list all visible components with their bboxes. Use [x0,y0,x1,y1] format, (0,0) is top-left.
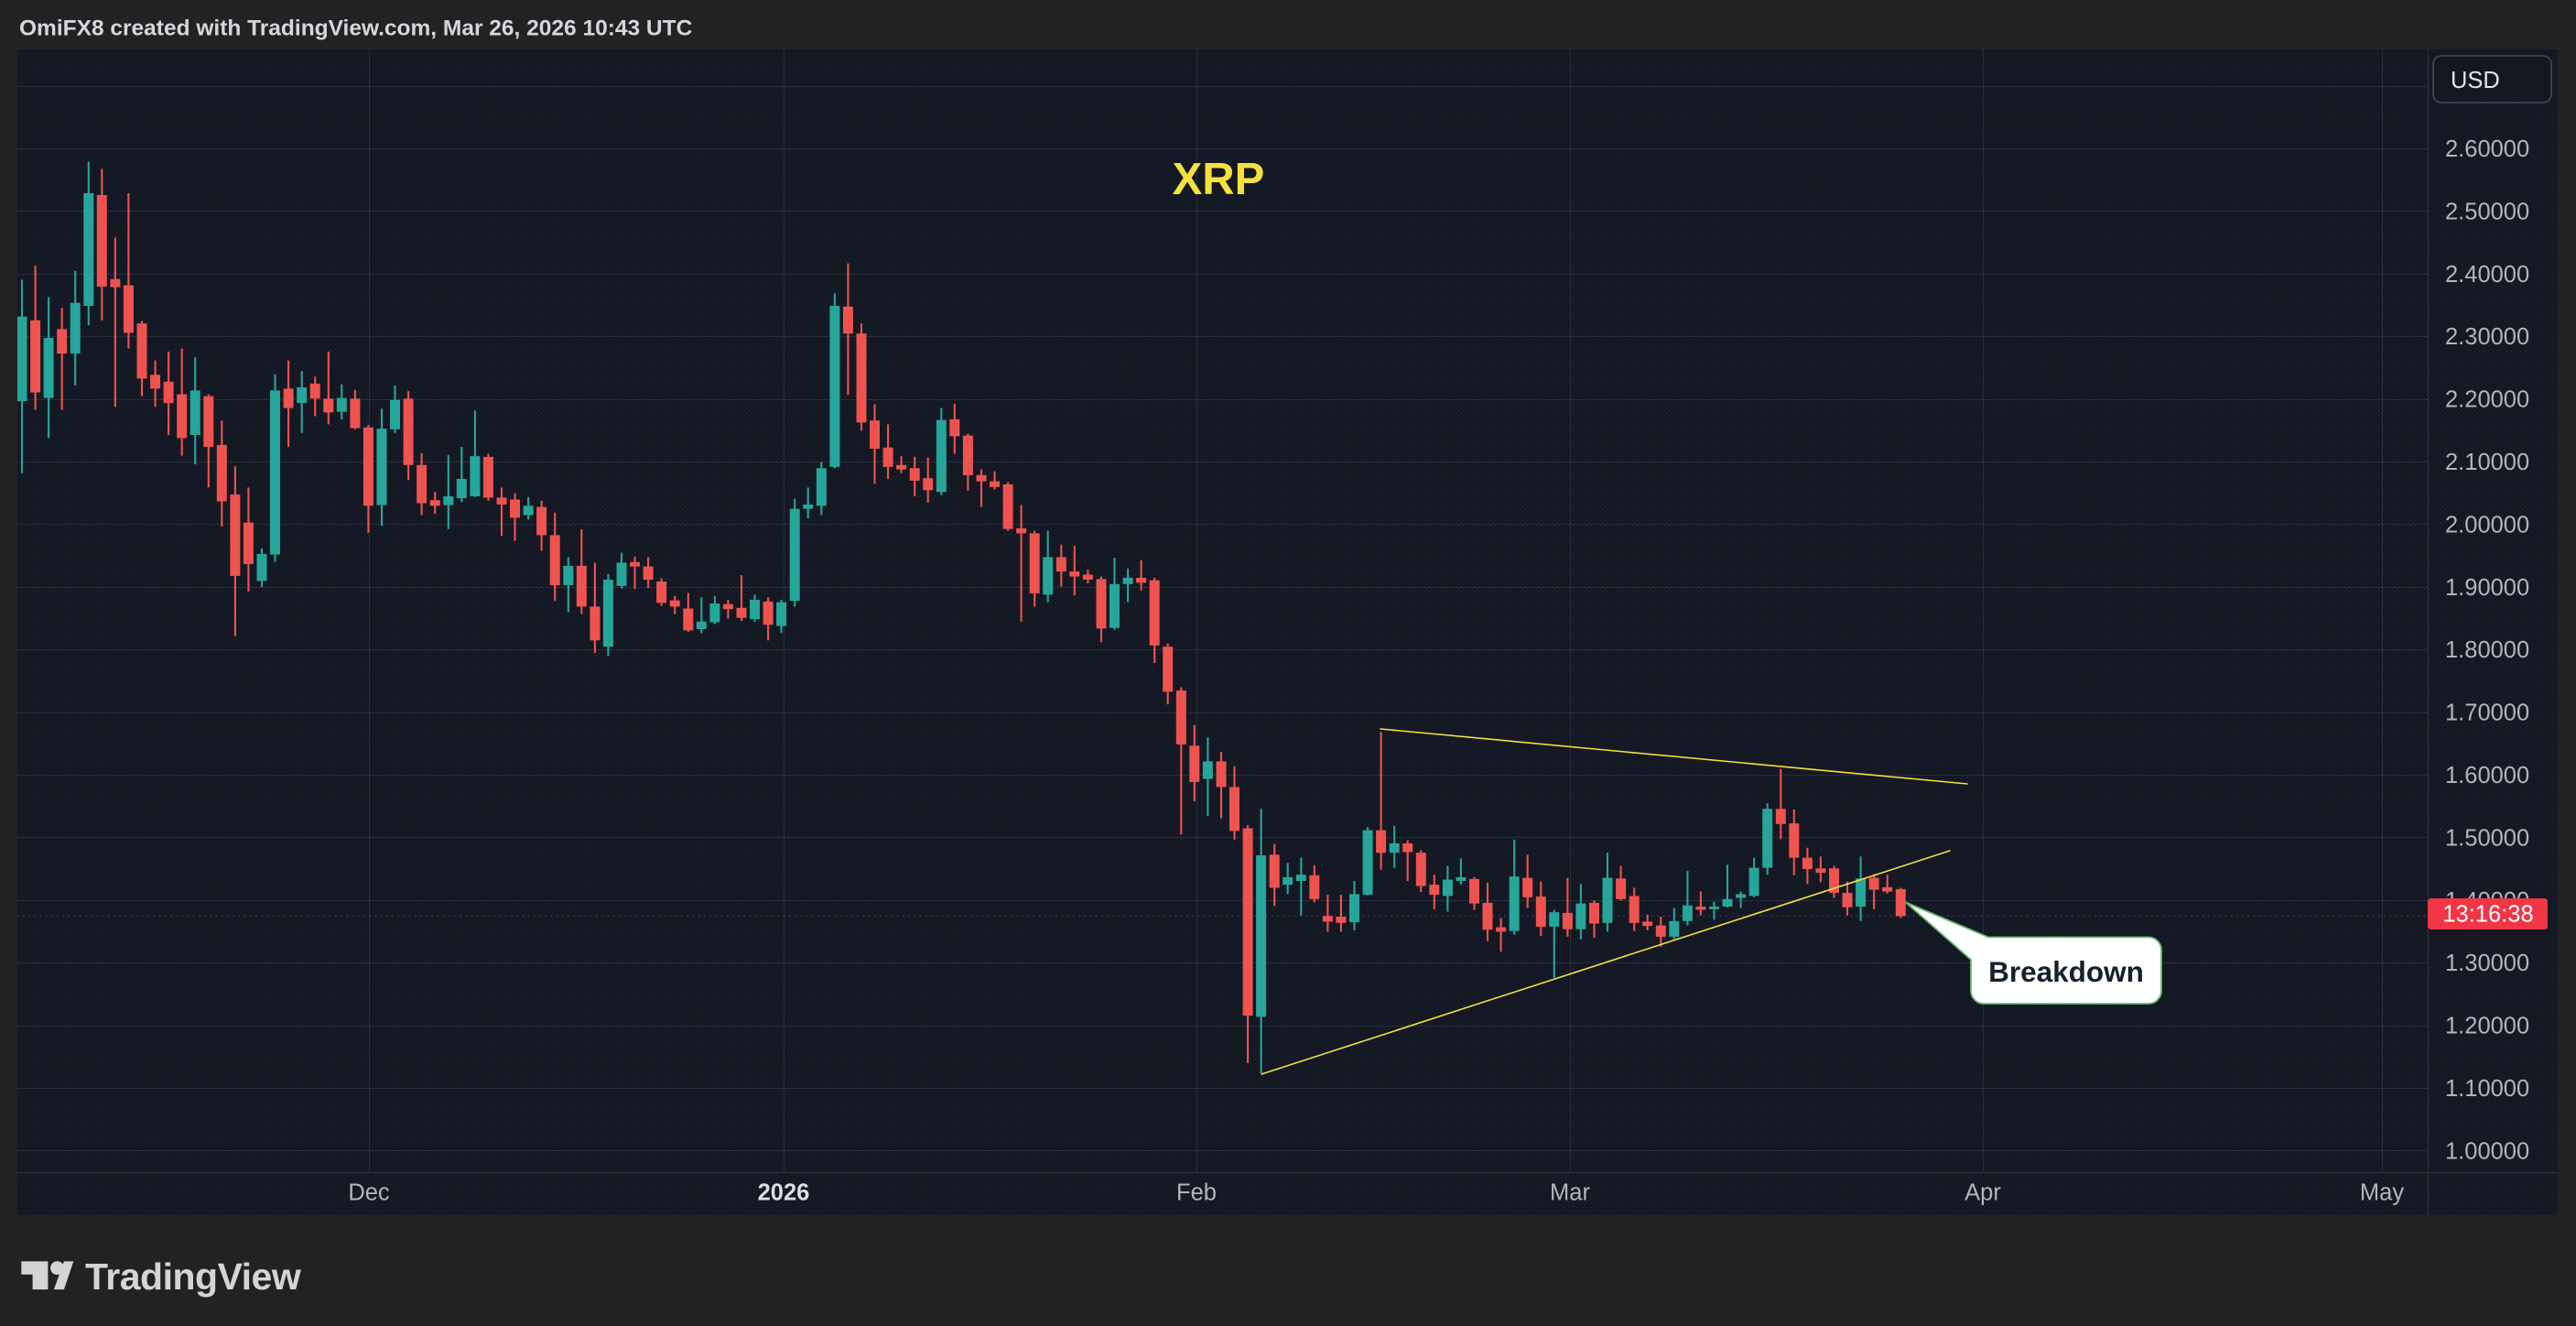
svg-text:2.00000: 2.00000 [2445,512,2529,538]
svg-text:1.70000: 1.70000 [2445,701,2529,726]
svg-text:Mar: Mar [1550,1180,1590,1206]
svg-text:1.50000: 1.50000 [2445,825,2529,851]
svg-text:2.20000: 2.20000 [2445,387,2529,413]
svg-text:1.60000: 1.60000 [2445,763,2529,788]
svg-text:Apr: Apr [1964,1180,2001,1206]
svg-text:2.40000: 2.40000 [2445,262,2529,288]
svg-text:Feb: Feb [1176,1180,1217,1206]
svg-text:1.80000: 1.80000 [2445,637,2529,663]
svg-text:Breakdown: Breakdown [1988,955,2144,988]
svg-text:2.30000: 2.30000 [2445,324,2529,350]
svg-text:13:16:38: 13:16:38 [2442,902,2533,928]
svg-text:2.10000: 2.10000 [2445,450,2529,475]
svg-text:May: May [2360,1180,2404,1206]
svg-text:2026: 2026 [758,1180,810,1206]
svg-text:TradingView: TradingView [85,1255,301,1298]
svg-text:XRP: XRP [1173,155,1265,204]
svg-text:Dec: Dec [348,1180,390,1206]
svg-text:2.50000: 2.50000 [2445,199,2529,224]
svg-text:1.20000: 1.20000 [2445,1014,2529,1039]
svg-text:1.10000: 1.10000 [2445,1076,2529,1102]
svg-text:1.30000: 1.30000 [2445,951,2529,976]
svg-text:1.00000: 1.00000 [2445,1138,2529,1164]
svg-text:OmiFX8 created with TradingVie: OmiFX8 created with TradingView.com, Mar… [19,16,693,41]
svg-text:1.90000: 1.90000 [2445,575,2529,601]
svg-text:2.60000: 2.60000 [2445,136,2529,162]
svg-text:USD: USD [2451,68,2500,93]
